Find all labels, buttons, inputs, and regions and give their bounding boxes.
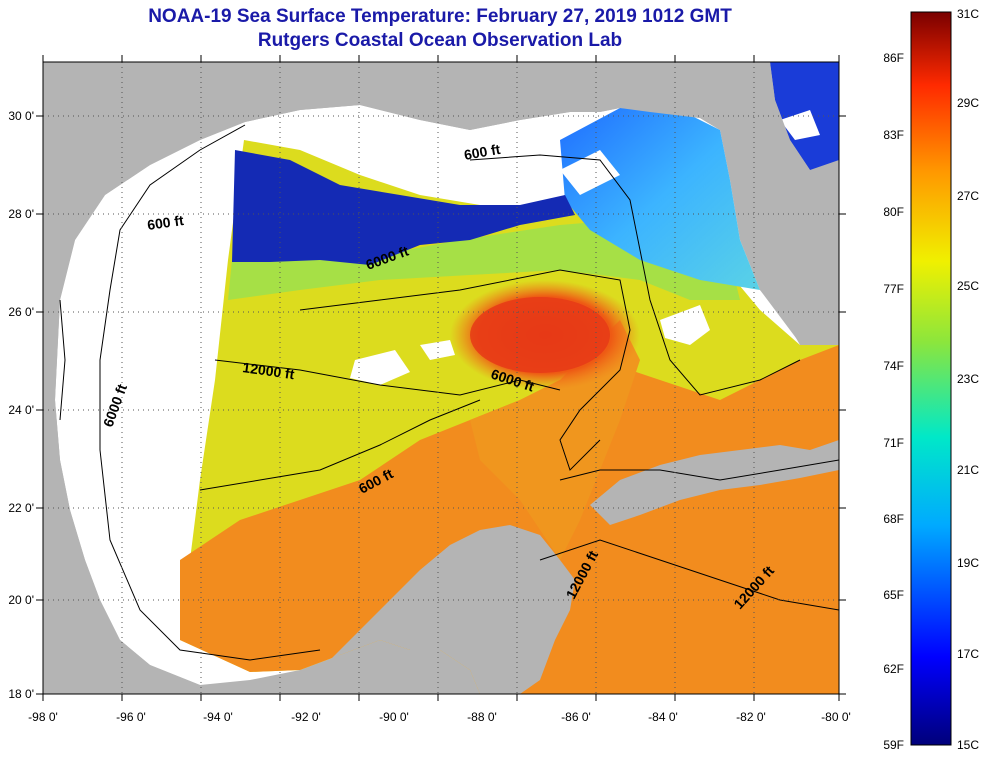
lat-tick-label: 26 0' bbox=[8, 305, 34, 319]
lat-tick-label: 18 0' bbox=[8, 687, 34, 701]
colorbar-c-label: 29C bbox=[957, 96, 979, 110]
sst-warm-south bbox=[180, 345, 839, 694]
yucatan-land bbox=[330, 525, 575, 694]
colorbar-c-label: 19C bbox=[957, 556, 979, 570]
latitude-tick-labels: 30 0' 28 0' 26 0' 24 0' 22 0' 20 0' 18 0… bbox=[8, 109, 34, 701]
axis-ticks bbox=[36, 55, 846, 701]
map-title: NOAA-19 Sea Surface Temperature: Februar… bbox=[148, 6, 732, 27]
mexico-land bbox=[43, 460, 340, 694]
contour-label: 600 ft bbox=[146, 212, 185, 233]
lon-tick-label: -94 0' bbox=[203, 710, 233, 724]
colorbar-f-label: 74F bbox=[883, 359, 904, 373]
colorbar-c-label: 25C bbox=[957, 279, 979, 293]
sst-cold-north-band bbox=[232, 150, 575, 265]
us-coast-land bbox=[43, 62, 775, 460]
contour-label: 600 ft bbox=[463, 141, 502, 163]
warm-eddy-core bbox=[470, 297, 610, 373]
colorbar-c-label: 23C bbox=[957, 372, 979, 386]
bathymetry-contours bbox=[59, 124, 839, 661]
lat-tick-label: 24 0' bbox=[8, 403, 34, 417]
colorbar: 86F 83F 80F 77F 74F 71F 68F 65F 62F 59F … bbox=[883, 7, 979, 752]
lon-tick-label: -84 0' bbox=[648, 710, 678, 724]
cuba-land bbox=[590, 440, 839, 525]
colorbar-c-label: 31C bbox=[957, 7, 979, 21]
map-plot-area: 600 ft 600 ft 6000 ft 12000 ft 6000 ft 6… bbox=[43, 62, 839, 694]
colorbar-f-label: 71F bbox=[883, 436, 904, 450]
colorbar-celsius-labels: 31C 29C 27C 25C 23C 21C 19C 17C 15C bbox=[957, 7, 979, 752]
colorbar-f-label: 62F bbox=[883, 662, 904, 676]
colorbar-f-label: 68F bbox=[883, 512, 904, 526]
lat-tick-label: 20 0' bbox=[8, 593, 34, 607]
colorbar-f-label: 80F bbox=[883, 205, 904, 219]
lat-tick-label: 28 0' bbox=[8, 207, 34, 221]
longitude-tick-labels: -98 0' -96 0' -94 0' -92 0' -90 0' -88 0… bbox=[28, 710, 851, 724]
lon-tick-label: -98 0' bbox=[28, 710, 58, 724]
colorbar-c-label: 21C bbox=[957, 463, 979, 477]
graticule bbox=[43, 62, 839, 694]
colorbar-c-label: 17C bbox=[957, 647, 979, 661]
colorbar-f-label: 59F bbox=[883, 738, 904, 752]
colorbar-f-label: 65F bbox=[883, 588, 904, 602]
lat-tick-label: 22 0' bbox=[8, 501, 34, 515]
colorbar-f-label: 77F bbox=[883, 282, 904, 296]
colorbar-fahrenheit-labels: 86F 83F 80F 77F 74F 71F 68F 65F 62F 59F bbox=[883, 51, 904, 752]
cloud-patches bbox=[350, 110, 820, 385]
colorbar-f-label: 83F bbox=[883, 128, 904, 142]
lon-tick-label: -88 0' bbox=[467, 710, 497, 724]
sst-cool-northeast bbox=[560, 108, 760, 290]
lon-tick-label: -86 0' bbox=[561, 710, 591, 724]
colorbar-c-label: 15C bbox=[957, 738, 979, 752]
colorbar-f-label: 86F bbox=[883, 51, 904, 65]
florida-land bbox=[730, 100, 839, 345]
map-subtitle: Rutgers Coastal Ocean Observation Lab bbox=[257, 30, 623, 51]
colorbar-c-label: 27C bbox=[957, 189, 979, 203]
lon-tick-label: -92 0' bbox=[291, 710, 321, 724]
lon-tick-label: -82 0' bbox=[736, 710, 766, 724]
lat-tick-label: 30 0' bbox=[8, 109, 34, 123]
lon-tick-label: -96 0' bbox=[116, 710, 146, 724]
lon-tick-label: -80 0' bbox=[821, 710, 851, 724]
colorbar-gradient bbox=[910, 11, 952, 746]
plot-frame bbox=[42, 61, 840, 695]
lon-tick-label: -90 0' bbox=[379, 710, 409, 724]
contour-label: 12000 ft bbox=[242, 359, 296, 382]
